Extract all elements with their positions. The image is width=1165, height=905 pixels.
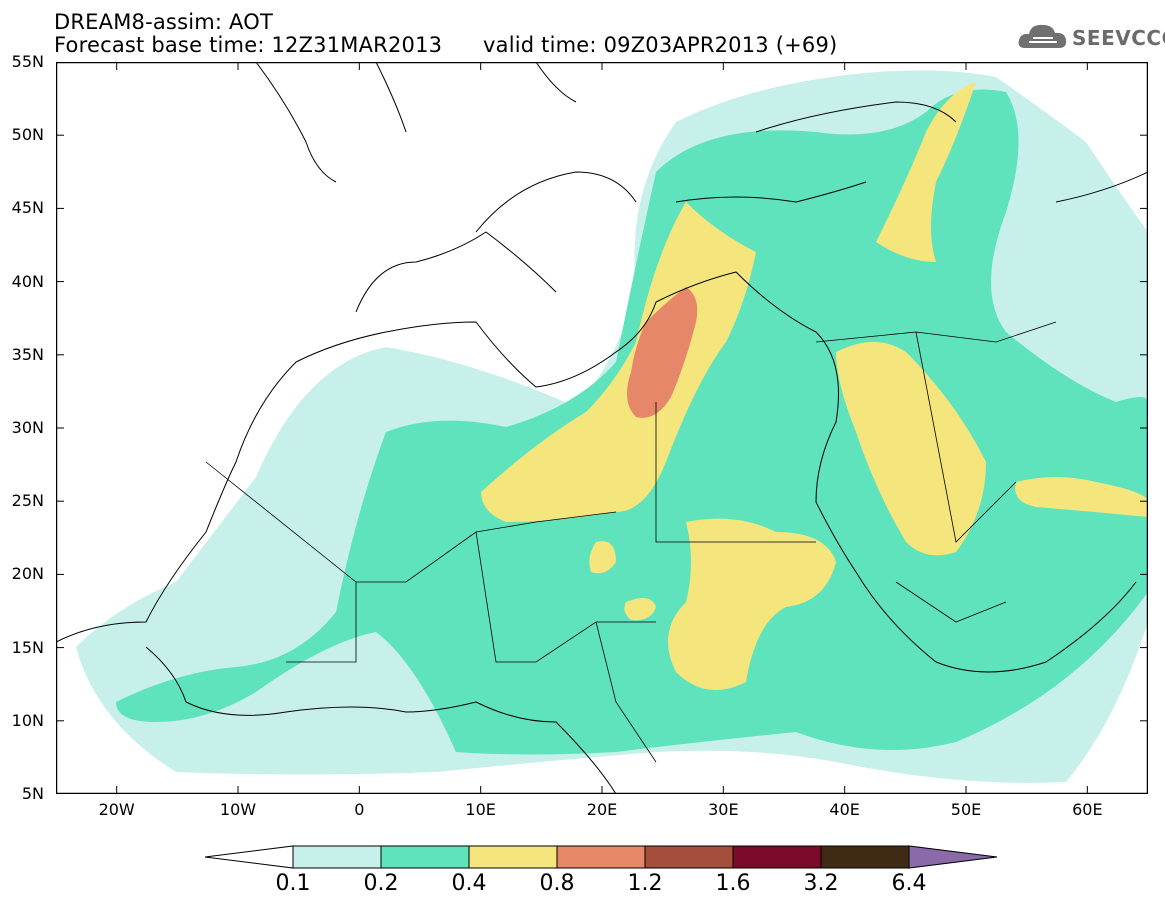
latitude-label: 10N — [11, 710, 44, 730]
aot-contour-0.8 — [627, 287, 698, 418]
colorbar-cell — [732, 845, 822, 869]
longitude-label: 50E — [950, 800, 982, 819]
colorbar-extend-high — [908, 845, 998, 869]
latitude-label: 20N — [11, 564, 44, 584]
axis-ticks — [56, 62, 1148, 794]
latitude-label: 50N — [11, 125, 44, 145]
map-title: DREAM8-assim: AOT — [54, 10, 273, 34]
longitude-label: 30E — [708, 800, 739, 819]
latitude-label: 35N — [11, 344, 44, 364]
longitude-label: 10E — [465, 800, 496, 819]
colorbar-label: 6.4 — [891, 871, 927, 896]
colorbar-cell — [380, 845, 470, 869]
colorbar-label: 0.8 — [539, 871, 575, 896]
longitude-label: 20W — [98, 800, 135, 819]
colorbar-extend-low — [205, 845, 294, 869]
colorbar-label: 0.2 — [363, 871, 399, 896]
forecast-base-time: Forecast base time: 12Z31MAR2013 — [54, 33, 443, 57]
colorbar-cell — [468, 845, 558, 869]
colorbar-cell — [820, 845, 910, 869]
colorbar-cell — [644, 845, 734, 869]
seevccc-logo: SEEVCCC — [1017, 20, 1165, 54]
longitude-label: 20E — [586, 800, 618, 819]
latitude-label: 25N — [11, 491, 44, 511]
longitude-label: 40E — [829, 800, 860, 819]
borders — [205, 321, 1057, 763]
coastlines — [56, 62, 1148, 794]
colorbar — [205, 845, 998, 869]
valid-time: valid time: 09Z03APR2013 (+69) — [483, 33, 838, 57]
cloud-icon — [1018, 24, 1067, 48]
colorbar-label: 3.2 — [803, 871, 839, 896]
colorbar-cell — [292, 845, 382, 869]
colorbar-label: 1.2 — [627, 871, 663, 896]
colorbar-label: 0.1 — [275, 871, 311, 896]
latitude-label: 5N — [21, 784, 44, 803]
aot-map — [56, 62, 1148, 794]
latitude-label: 30N — [11, 418, 44, 437]
latitude-label: 55N — [11, 52, 44, 71]
latitude-label: 15N — [11, 637, 44, 657]
latitude-label: 45N — [11, 198, 44, 218]
colorbar-label: 1.6 — [715, 871, 751, 896]
colorbar-label: 0.4 — [451, 871, 487, 896]
colorbar-cell — [556, 845, 646, 869]
longitude-label: 0 — [354, 800, 365, 819]
latitude-label: 40N — [11, 271, 44, 291]
longitude-label: 60E — [1072, 800, 1103, 819]
logo-text: SEEVCCC — [1072, 26, 1165, 50]
longitude-label: 10W — [219, 800, 257, 819]
